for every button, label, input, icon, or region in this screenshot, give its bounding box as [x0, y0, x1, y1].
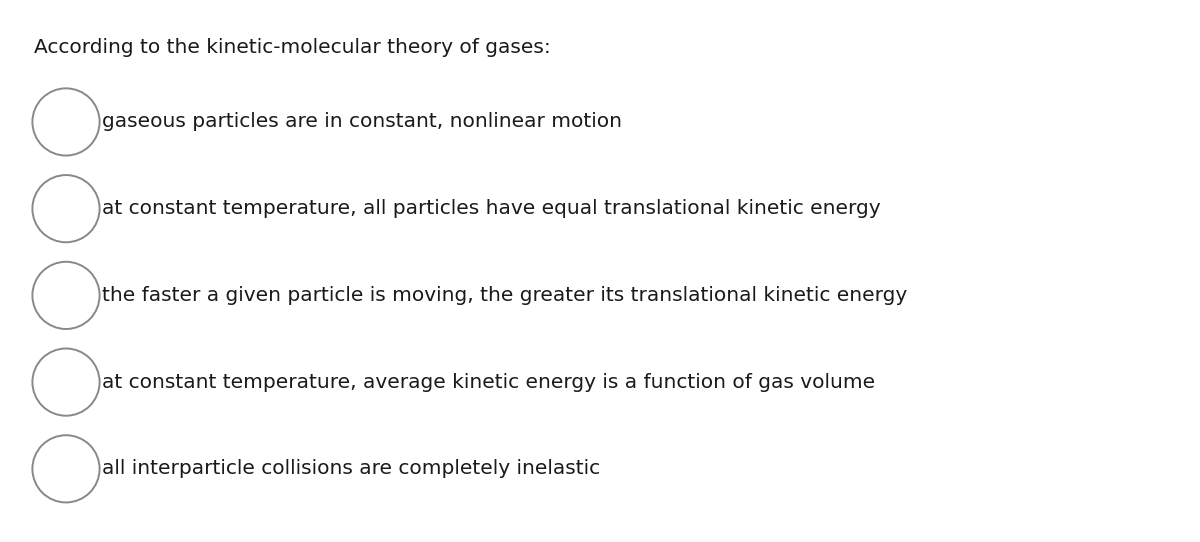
- Text: at constant temperature, all particles have equal translational kinetic energy: at constant temperature, all particles h…: [102, 199, 881, 218]
- Text: gaseous particles are in constant, nonlinear motion: gaseous particles are in constant, nonli…: [102, 112, 622, 132]
- Text: all interparticle collisions are completely inelastic: all interparticle collisions are complet…: [102, 459, 600, 479]
- Text: the faster a given particle is moving, the greater its translational kinetic ene: the faster a given particle is moving, t…: [102, 286, 907, 305]
- Text: at constant temperature, average kinetic energy is a function of gas volume: at constant temperature, average kinetic…: [102, 372, 875, 392]
- Text: According to the kinetic-molecular theory of gases:: According to the kinetic-molecular theor…: [34, 38, 551, 57]
